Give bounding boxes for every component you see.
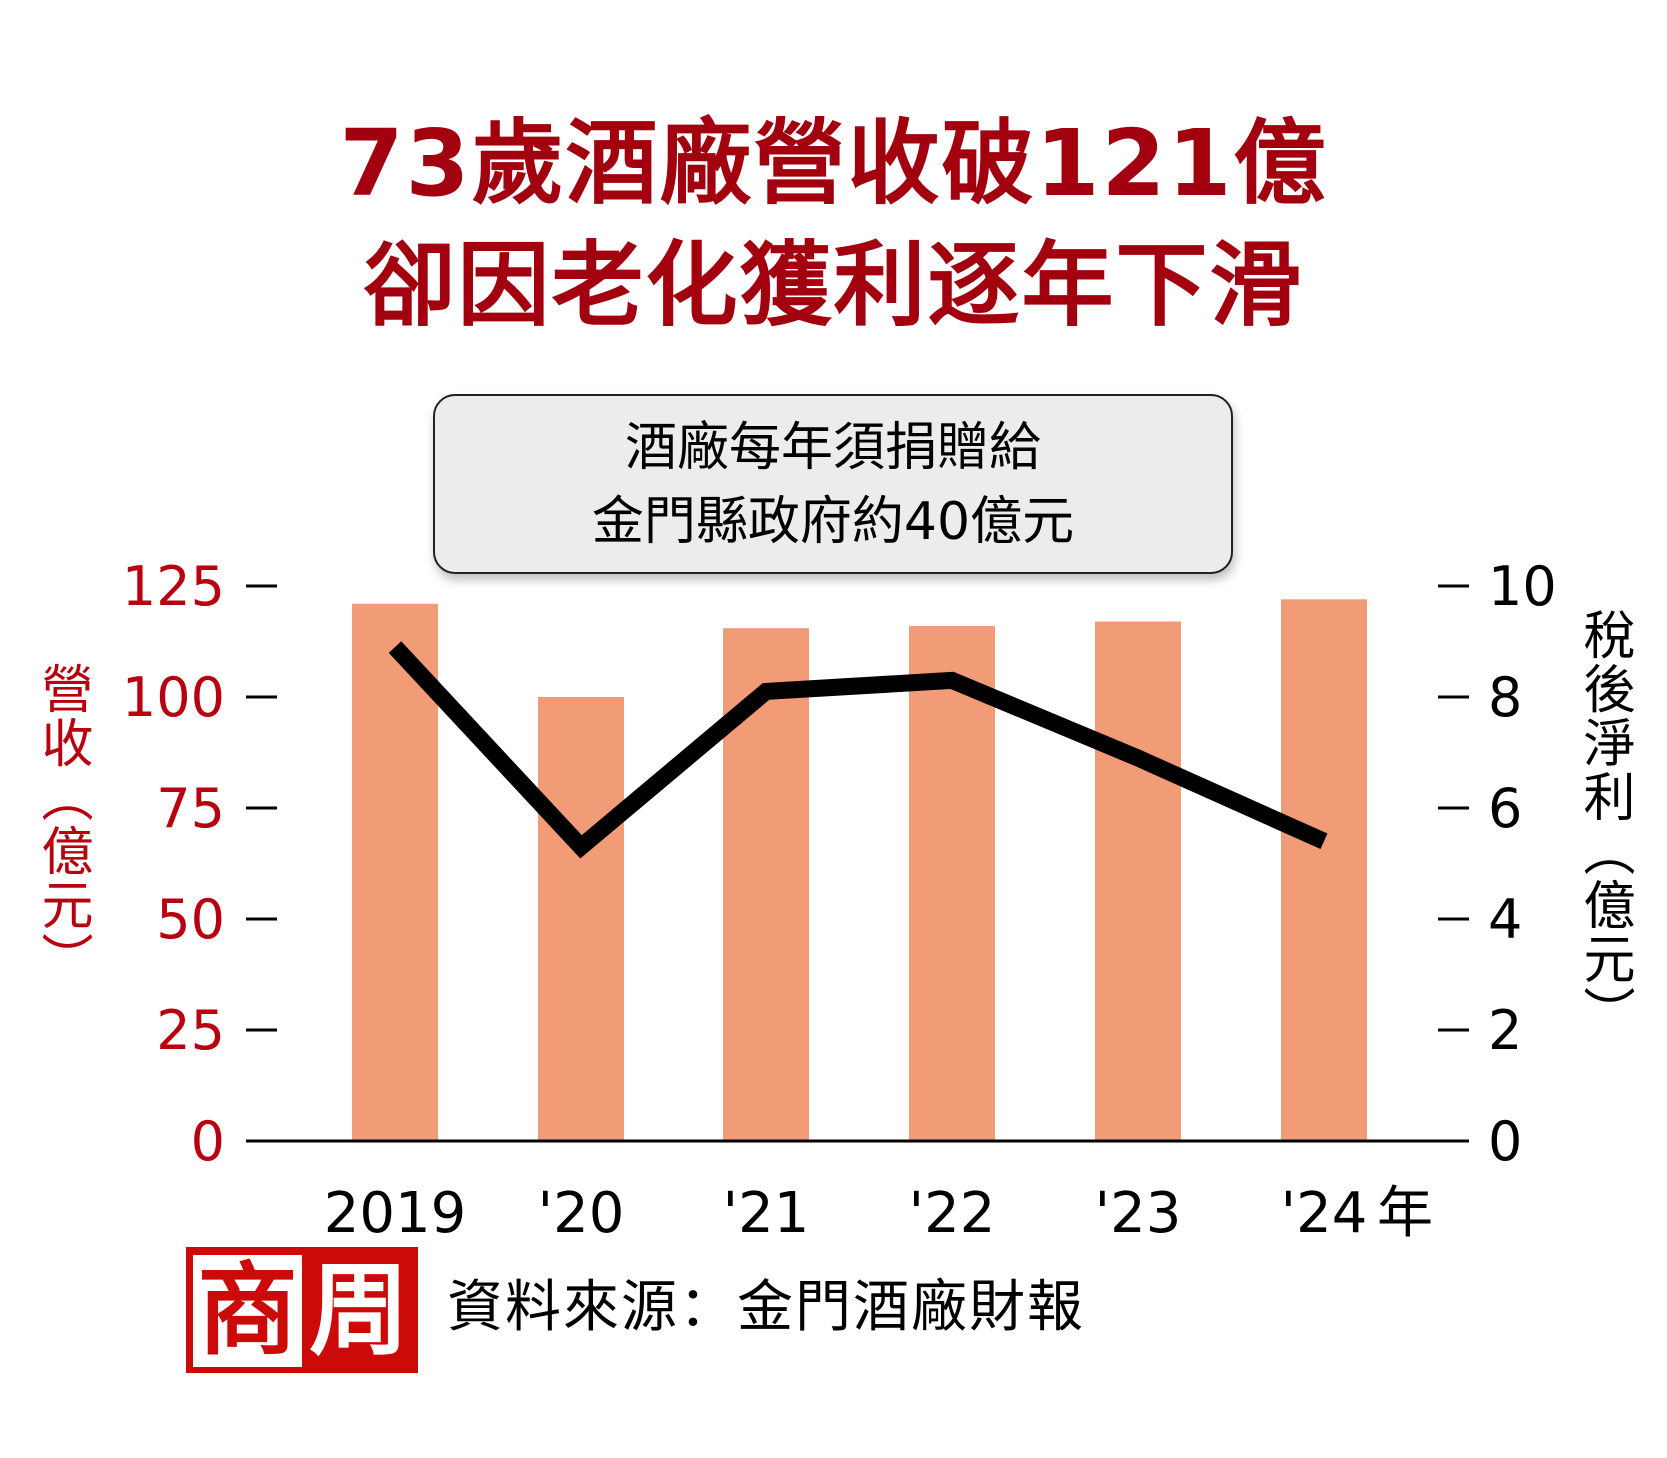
x-tick-label: '24 <box>1281 1181 1368 1246</box>
chart-title-line-1: 73歲酒廠營收破121億 <box>339 110 1328 217</box>
x-tick-label: '20 <box>538 1181 625 1246</box>
right-axis-title: 稅後淨利（億元） <box>1574 608 1634 1040</box>
logo-char-1: 商 <box>193 1255 302 1367</box>
data-source-note: 資料來源：金門酒廠財報 <box>447 1275 1085 1340</box>
revenue-bar <box>1095 621 1181 1141</box>
x-axis-unit: 年 <box>1377 1181 1433 1246</box>
revenue-bar <box>723 628 809 1141</box>
left-tick-label: 25 <box>156 999 225 1062</box>
x-tick-label: '21 <box>723 1181 810 1246</box>
right-tick-label: 4 <box>1488 888 1522 951</box>
chart-title-line-2: 卻因老化獲利逐年下滑 <box>363 232 1304 339</box>
x-tick-label: 2019 <box>324 1181 467 1246</box>
right-tick-label: 6 <box>1488 777 1522 840</box>
left-tick-label: 75 <box>156 777 225 840</box>
left-axis-title: 營收（億元） <box>32 662 92 986</box>
left-tick-label: 50 <box>156 888 225 951</box>
left-tick-label: 125 <box>122 555 225 618</box>
right-tick-label: 10 <box>1488 555 1557 618</box>
revenue-bar <box>538 697 624 1141</box>
annotation-callout: 酒廠每年須捐贈給 金門縣政府約40億元 <box>433 394 1233 574</box>
left-tick-label: 100 <box>122 666 225 729</box>
left-tick-label: 0 <box>191 1110 225 1173</box>
left-axis-ticks: 125 100 75 50 25 0 <box>122 555 277 1173</box>
x-axis-labels: 2019 '20 '21 '22 '23 '24 <box>324 1181 1368 1246</box>
right-axis-ticks: 10 8 6 4 2 0 <box>1438 555 1557 1173</box>
x-tick-label: '22 <box>909 1181 996 1246</box>
right-tick-label: 8 <box>1488 666 1522 729</box>
revenue-bar <box>909 625 995 1141</box>
right-tick-label: 0 <box>1488 1110 1522 1173</box>
logo-char-2: 周 <box>309 1252 409 1369</box>
publisher-logo: 商 周 <box>186 1247 418 1373</box>
net-profit-line <box>388 641 1328 859</box>
callout-line-2: 金門縣政府約40億元 <box>591 492 1075 552</box>
callout-line-1: 酒廠每年須捐贈給 <box>624 418 1041 478</box>
revenue-bar <box>352 603 438 1141</box>
x-tick-label: '23 <box>1095 1181 1182 1246</box>
revenue-bars <box>352 599 1367 1141</box>
revenue-bar <box>1281 599 1367 1141</box>
right-tick-label: 2 <box>1488 999 1522 1062</box>
